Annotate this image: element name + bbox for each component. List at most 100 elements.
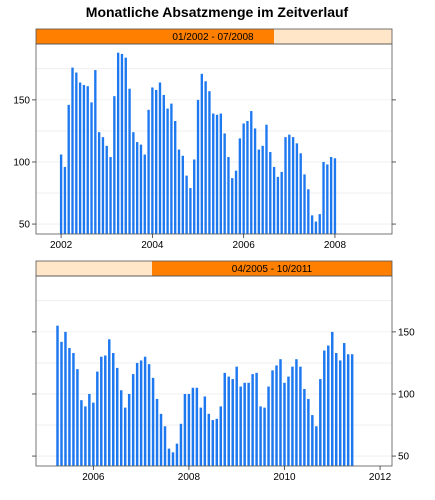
bar: [116, 52, 120, 234]
bar: [235, 366, 238, 466]
bar: [223, 372, 226, 466]
bar: [276, 176, 280, 234]
x-tick-label: 2008: [324, 240, 347, 251]
bar: [255, 372, 258, 466]
y-tick-label: 50: [19, 220, 31, 231]
bar: [104, 355, 107, 466]
panel-bottom-axes: 2006 2008 2010 2012 50 100 150: [32, 327, 415, 483]
x-tick-label: 2004: [141, 240, 164, 251]
bar: [212, 113, 215, 234]
panel-bottom-bars: [56, 325, 354, 466]
bar: [92, 402, 95, 466]
bar: [283, 382, 286, 466]
bar: [171, 452, 175, 466]
bar: [56, 325, 59, 466]
bar: [139, 360, 143, 466]
bar: [124, 57, 127, 234]
bar: [215, 418, 219, 466]
bar: [257, 149, 261, 234]
bar: [223, 133, 226, 234]
bar: [327, 345, 330, 466]
bar: [350, 354, 354, 466]
bar: [97, 132, 101, 234]
bar: [253, 128, 257, 234]
bar: [193, 159, 196, 234]
bar: [342, 343, 346, 466]
bar: [227, 157, 230, 234]
bar: [132, 132, 135, 234]
x-tick-label: 2006: [233, 240, 256, 251]
bar: [326, 164, 329, 234]
y-tick-label: 100: [13, 157, 30, 168]
bar: [227, 376, 230, 466]
bar: [183, 393, 187, 466]
bar: [219, 406, 222, 466]
bar: [147, 364, 151, 466]
bar: [299, 153, 302, 234]
bar: [105, 145, 108, 234]
y-tick-label: 50: [398, 452, 410, 463]
bar: [147, 109, 150, 234]
bar: [200, 73, 203, 234]
bar: [90, 102, 93, 235]
bar: [166, 108, 169, 234]
bar: [315, 426, 318, 466]
x-tick-label: 2008: [178, 472, 201, 483]
bar: [238, 138, 242, 234]
bar: [101, 137, 105, 234]
bar: [112, 352, 115, 466]
bar: [72, 352, 75, 466]
bar: [163, 426, 167, 466]
bar: [82, 84, 86, 234]
bar: [96, 371, 99, 466]
bar: [127, 393, 131, 466]
bar: [158, 82, 162, 234]
panel-top-bars: [59, 52, 337, 235]
y-tick-label: 100: [398, 389, 415, 400]
bar: [151, 377, 155, 466]
bar: [187, 393, 191, 466]
bar: [250, 111, 253, 234]
bar: [279, 359, 282, 466]
bar: [63, 166, 67, 234]
bar: [177, 149, 181, 234]
bar: [295, 359, 298, 466]
bar: [167, 448, 171, 466]
bar: [207, 413, 211, 466]
bar: [231, 379, 234, 466]
bar: [231, 178, 234, 234]
bar: [191, 387, 195, 466]
bar: [335, 352, 338, 466]
panel-top: 01/2002 - 07/2008 2002 2004 2006 2008 50 100 1…: [13, 28, 396, 251]
panel-bottom-strip-range: [152, 261, 392, 276]
bar: [120, 53, 124, 235]
bar: [247, 382, 250, 466]
bar: [323, 350, 326, 466]
bar: [203, 396, 207, 466]
bar: [151, 87, 154, 235]
bar: [291, 366, 294, 466]
bar: [219, 113, 223, 234]
bar: [208, 91, 211, 234]
panel-bottom-frame: [35, 275, 393, 467]
bar: [189, 188, 192, 234]
bar: [181, 155, 184, 234]
x-tick-label: 2006: [82, 472, 105, 483]
bar: [59, 154, 63, 234]
bar: [108, 339, 111, 466]
bar: [288, 134, 291, 234]
bar: [100, 356, 103, 466]
bar: [329, 157, 333, 234]
bar: [68, 348, 71, 466]
bar: [76, 369, 79, 466]
bar: [263, 407, 266, 466]
bar: [267, 386, 270, 466]
bar: [94, 70, 97, 234]
bar: [119, 390, 123, 466]
bar: [80, 400, 83, 466]
bar: [215, 114, 219, 234]
bar: [243, 382, 246, 466]
bar: [338, 360, 342, 466]
panel-top-axes: 2002 2004 2006 2008 50 100 150: [13, 95, 396, 251]
